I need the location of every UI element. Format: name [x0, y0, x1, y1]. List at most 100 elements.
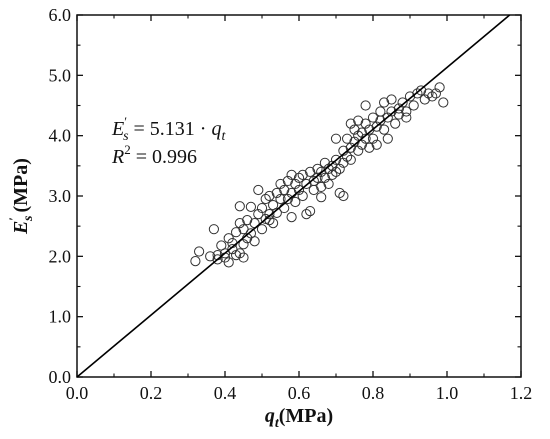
data-point	[353, 130, 364, 141]
data-point	[371, 121, 382, 132]
data-point	[242, 215, 253, 226]
data-point	[293, 172, 305, 183]
data-point	[438, 97, 449, 108]
data-point	[342, 151, 353, 162]
x-axis-title: qt(MPa)	[265, 405, 333, 431]
fit-line	[76, 14, 511, 378]
data-point	[356, 139, 367, 150]
data-point	[401, 112, 412, 123]
data-point	[408, 100, 419, 111]
data-point	[379, 124, 390, 135]
x-axis-subscript: t	[275, 416, 280, 431]
x-tick-label: 0.6	[288, 383, 311, 403]
data-point	[353, 145, 364, 156]
data-point	[349, 124, 360, 135]
data-point	[319, 172, 330, 183]
data-point	[345, 142, 356, 153]
data-point	[275, 193, 286, 205]
data-point	[401, 106, 412, 117]
data-point	[308, 184, 319, 196]
data-point	[290, 196, 301, 208]
data-point	[364, 142, 375, 153]
y-tick-label: 6.0	[49, 5, 72, 25]
data-point	[338, 190, 349, 202]
data-point	[360, 100, 371, 111]
data-point	[334, 187, 345, 199]
y-tick-label: 5.0	[49, 65, 72, 85]
data-point	[290, 178, 301, 190]
data-point	[316, 181, 327, 193]
data-point	[393, 103, 404, 114]
r-squared-symbol: R	[111, 146, 124, 168]
data-point	[286, 212, 297, 223]
data-point	[279, 202, 290, 214]
data-point	[305, 166, 316, 177]
y-tick-label: 2.0	[49, 246, 72, 266]
data-point	[330, 133, 342, 144]
data-point	[238, 239, 249, 250]
data-point	[367, 133, 379, 144]
data-point	[353, 115, 364, 126]
data-point	[330, 166, 342, 177]
data-point	[271, 187, 282, 199]
data-point	[323, 178, 334, 190]
data-point	[253, 209, 264, 220]
equation-lhs-prime: ′	[124, 114, 127, 129]
y-axis-symbol: E	[10, 221, 32, 235]
data-point	[360, 118, 371, 129]
equation-lhs-subscript: s	[123, 129, 129, 144]
r-squared-superscript: 2	[124, 142, 131, 157]
equation-rhs-subscript: t	[221, 129, 226, 144]
data-point	[404, 91, 416, 102]
data-point	[379, 97, 390, 108]
data-point	[367, 112, 379, 123]
x-tick-label: 1.2	[510, 383, 533, 403]
y-axis-tick-labels: 0.0 1.0 2.0 3.0 4.0 5.0 6.0	[49, 5, 72, 387]
data-point	[305, 205, 316, 217]
data-point	[334, 163, 345, 174]
data-point	[375, 106, 386, 117]
data-point	[297, 190, 308, 202]
data-point	[386, 94, 397, 105]
data-point	[238, 252, 249, 263]
data-point	[212, 254, 223, 265]
data-point	[253, 184, 264, 196]
data-point	[264, 190, 275, 202]
data-point	[427, 91, 438, 102]
r-squared-annotation: R2 = 0.996	[111, 142, 197, 168]
data-point	[382, 112, 393, 123]
y-tick-label: 4.0	[49, 126, 72, 146]
data-point	[412, 88, 423, 99]
data-point	[430, 88, 441, 99]
data-point	[371, 139, 382, 150]
x-axis-ticks	[76, 15, 522, 377]
data-point	[345, 154, 356, 165]
data-point	[249, 236, 260, 247]
data-point	[282, 175, 293, 187]
y-tick-label: 1.0	[49, 307, 72, 327]
data-point	[301, 209, 312, 220]
data-point	[260, 193, 271, 205]
data-point	[345, 118, 356, 129]
data-point	[194, 246, 205, 257]
data-point	[208, 224, 219, 235]
data-point	[393, 109, 404, 120]
data-point	[312, 163, 323, 174]
r-squared-equals: =	[131, 146, 152, 168]
data-point	[434, 82, 445, 93]
data-point	[282, 193, 293, 205]
data-point	[231, 227, 242, 238]
equation-annotation: E′ s = 5.131 · qt	[111, 114, 226, 144]
data-point	[301, 178, 312, 190]
equation-rhs-symbol: q	[211, 118, 221, 140]
data-points	[190, 82, 449, 268]
x-axis-unit: (MPa)	[279, 405, 333, 427]
data-point	[245, 201, 256, 212]
data-point	[256, 224, 268, 235]
plot-area-frame	[76, 14, 522, 378]
data-point	[256, 202, 268, 214]
x-tick-label: 0.8	[362, 383, 385, 403]
data-point	[323, 163, 334, 174]
x-tick-label: 1.0	[436, 383, 459, 403]
